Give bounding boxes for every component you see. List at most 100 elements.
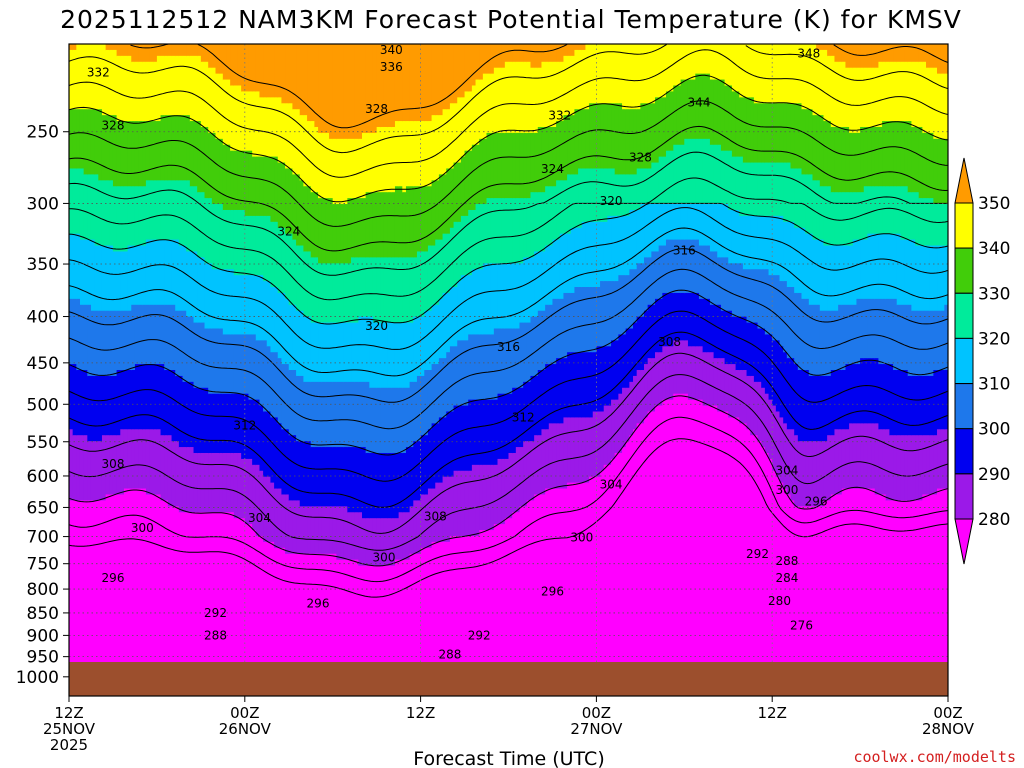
band-cell — [288, 103, 294, 170]
band-cell — [413, 381, 418, 442]
band-cell — [120, 429, 125, 496]
band-cell — [823, 44, 828, 51]
band-cell — [618, 215, 623, 276]
band-cell — [863, 239, 869, 300]
band-cell — [559, 180, 565, 235]
band-cell — [655, 44, 660, 98]
band-cell — [310, 44, 315, 122]
band-cell — [581, 287, 587, 353]
band-cell — [775, 275, 781, 341]
band-cell — [768, 215, 773, 276]
band-cell — [336, 381, 341, 448]
band-cell — [442, 541, 447, 696]
band-cell — [87, 375, 92, 442]
band-cell — [735, 370, 740, 419]
band-cell — [197, 322, 202, 389]
band-cell — [285, 429, 290, 496]
band-cell — [625, 109, 630, 175]
band-cell — [644, 417, 649, 696]
band-cell — [713, 405, 718, 696]
band-cell — [504, 458, 510, 519]
band-cell — [431, 115, 436, 181]
band-cell — [383, 192, 389, 258]
band-cell — [830, 310, 836, 371]
band-cell — [362, 518, 367, 567]
band-cell — [270, 156, 275, 223]
band-cell — [120, 121, 125, 187]
band-cell — [772, 162, 777, 217]
band-cell — [541, 61, 546, 128]
band-cell — [534, 316, 539, 377]
band-cell — [878, 186, 883, 235]
band-cell — [768, 275, 773, 336]
contour-label: 296 — [541, 585, 564, 599]
band-cell — [248, 458, 253, 525]
band-cell — [329, 263, 334, 324]
band-cell — [471, 399, 477, 466]
band-cell — [647, 257, 652, 306]
band-cell — [442, 233, 447, 294]
band-cell — [175, 506, 180, 696]
band-cell — [116, 251, 121, 312]
band-cell — [548, 126, 554, 187]
band-cell — [578, 109, 583, 170]
band-cell — [882, 121, 887, 187]
band-cell — [420, 435, 425, 496]
band-cell — [211, 44, 217, 69]
band-cell — [175, 310, 180, 377]
band-cell — [893, 44, 898, 63]
band-cell — [376, 518, 381, 567]
band-cell — [263, 476, 268, 543]
band-cell — [578, 287, 583, 353]
isentrope-304 — [69, 268, 948, 430]
band-cell — [728, 150, 733, 211]
band-cell — [669, 150, 674, 205]
band-cell — [900, 44, 905, 63]
band-cell — [347, 559, 352, 696]
colorbar-segment — [954, 202, 974, 249]
band-cell — [504, 132, 510, 199]
band-cell — [790, 358, 795, 430]
band-cell — [72, 168, 77, 235]
band-cell — [109, 494, 114, 696]
band-cell — [783, 352, 788, 424]
band-cell — [394, 44, 400, 122]
band-cell — [563, 358, 568, 419]
band-cell — [600, 168, 605, 223]
band-cell — [79, 239, 85, 306]
band-cell — [87, 44, 92, 110]
band-cell — [819, 441, 825, 507]
band-cell — [145, 61, 151, 122]
band-cell — [746, 429, 751, 696]
band-cell — [427, 429, 433, 490]
band-cell — [783, 44, 788, 104]
band-cell — [285, 494, 290, 555]
band-cell — [446, 352, 451, 413]
band-cell — [237, 518, 242, 696]
band-cell — [746, 162, 751, 217]
band-cell — [852, 423, 858, 490]
band-cell — [581, 49, 587, 110]
band-cell — [376, 257, 381, 324]
band-cell — [944, 138, 948, 205]
band-cell — [893, 121, 898, 187]
band-cell — [329, 381, 334, 448]
band-cell — [413, 121, 418, 187]
band-cell — [490, 198, 495, 264]
band-cell — [402, 512, 407, 561]
band-cell — [164, 500, 169, 696]
band-cell — [362, 565, 367, 696]
band-cell — [834, 494, 839, 696]
band-cell — [376, 192, 381, 258]
band-cell — [874, 358, 880, 424]
band-cell — [186, 44, 191, 57]
band-cell — [911, 61, 916, 128]
band-cell — [508, 328, 513, 395]
band-cell — [292, 304, 297, 371]
band-cell — [200, 257, 206, 324]
band-cell — [545, 126, 550, 187]
band-cell — [658, 352, 663, 407]
band-cell — [841, 245, 847, 306]
band-cell — [479, 399, 484, 466]
band-cell — [922, 44, 927, 63]
